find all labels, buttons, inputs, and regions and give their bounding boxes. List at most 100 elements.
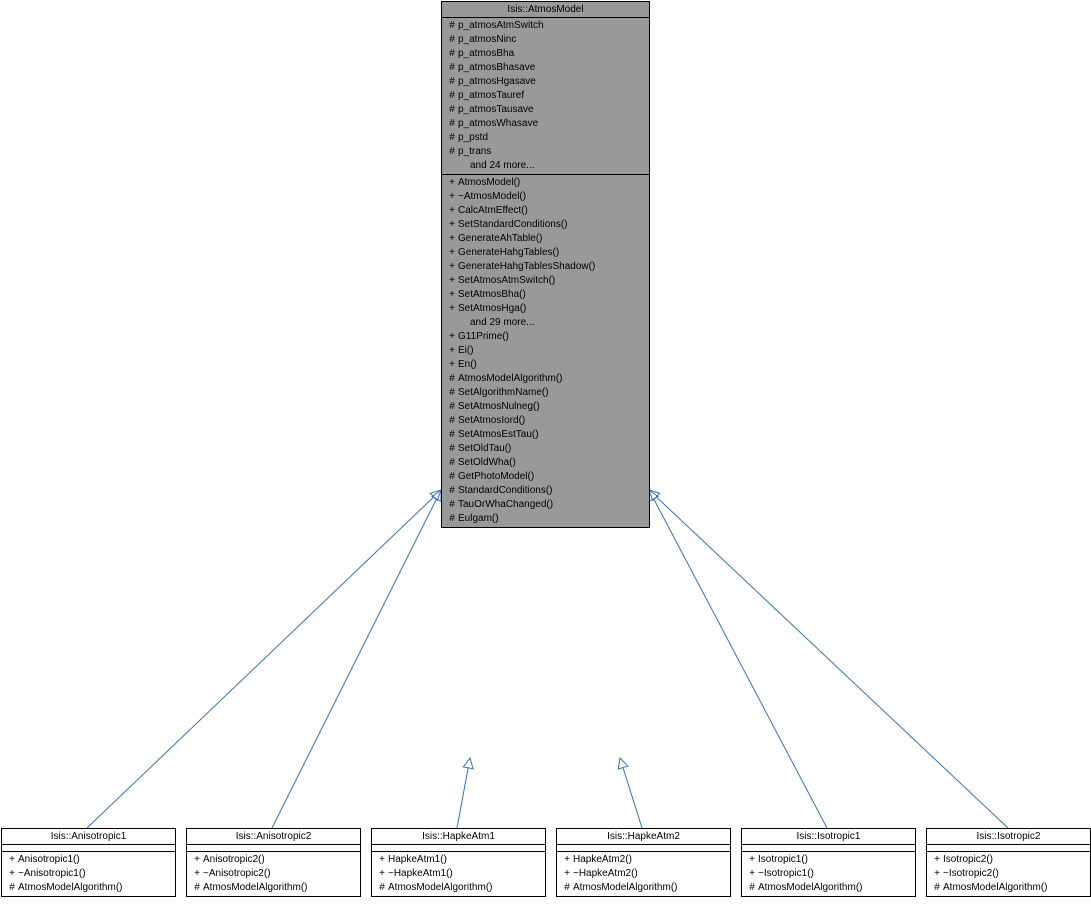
attribute-row: #p_atmosHgasave (442, 75, 649, 89)
visibility-symbol: + (446, 204, 458, 218)
visibility-symbol: + (561, 853, 573, 867)
attribute-row: #p_atmosBhasave (442, 61, 649, 75)
visibility-symbol: + (746, 853, 758, 867)
method-name: AtmosModelAlgorithm() (18, 881, 171, 895)
class-title[interactable]: Isis::HapkeAtm1 (372, 829, 545, 845)
method-name: ~AtmosModel() (458, 190, 645, 204)
method-row: +Isotropic2() (927, 853, 1090, 867)
attribute-name: p_atmosHgasave (458, 75, 645, 89)
method-name: Anisotropic2() (203, 853, 356, 867)
visibility-symbol: + (446, 246, 458, 260)
visibility-symbol: # (446, 442, 458, 456)
visibility-symbol: + (446, 232, 458, 246)
class-box-child: Isis::Anisotropic1+Anisotropic1()+~Aniso… (1, 828, 176, 897)
method-row: +GenerateAhTable() (442, 232, 649, 246)
visibility-symbol: # (446, 470, 458, 484)
attributes-section-empty (187, 845, 360, 852)
visibility-symbol: + (446, 176, 458, 190)
method-name: SetAtmosAtmSwitch() (458, 274, 645, 288)
visibility-symbol: + (446, 302, 458, 316)
method-row: +Anisotropic2() (187, 853, 360, 867)
visibility-symbol: # (446, 19, 458, 33)
visibility-symbol: # (446, 61, 458, 75)
method-row: and 29 more... (442, 316, 649, 330)
class-box-child: Isis::Anisotropic2+Anisotropic2()+~Aniso… (186, 828, 361, 897)
attribute-name: p_atmosTausave (458, 103, 645, 117)
method-row: +GenerateHahgTables() (442, 246, 649, 260)
visibility-symbol: + (376, 867, 388, 881)
attribute-row: #p_atmosWhasave (442, 117, 649, 131)
method-row: #SetOldTau() (442, 442, 649, 456)
inheritance-edge (272, 499, 437, 828)
method-name: AtmosModelAlgorithm() (203, 881, 356, 895)
method-name: SetAtmosEstTau() (458, 428, 645, 442)
class-title[interactable]: Isis::Anisotropic1 (2, 829, 175, 845)
attributes-section-empty (2, 845, 175, 852)
method-name: and 29 more... (458, 316, 645, 330)
method-name: GetPhotoModel() (458, 470, 645, 484)
attributes-section: #p_atmosAtmSwitch#p_atmosNinc#p_atmosBha… (442, 18, 649, 175)
visibility-symbol (446, 159, 458, 173)
method-name: AtmosModelAlgorithm() (458, 372, 645, 386)
visibility-symbol: # (446, 400, 458, 414)
method-row: #AtmosModelAlgorithm() (187, 881, 360, 895)
method-row: +SetAtmosAtmSwitch() (442, 274, 649, 288)
method-row: +~Isotropic1() (742, 867, 915, 881)
method-name: GenerateHahgTablesShadow() (458, 260, 645, 274)
attributes-section-empty (372, 845, 545, 852)
method-row: #StandardConditions() (442, 484, 649, 498)
visibility-symbol: # (191, 881, 203, 895)
visibility-symbol: + (191, 867, 203, 881)
class-title[interactable]: Isis::HapkeAtm2 (557, 829, 730, 845)
method-name: AtmosModelAlgorithm() (943, 881, 1086, 895)
method-name: TauOrWhaChanged() (458, 498, 645, 512)
class-title[interactable]: Isis::Isotropic2 (927, 829, 1090, 845)
visibility-symbol: + (446, 358, 458, 372)
method-name: StandardConditions() (458, 484, 645, 498)
method-row: +~HapkeAtm1() (372, 867, 545, 881)
method-row: #AtmosModelAlgorithm() (557, 881, 730, 895)
attribute-row: #p_pstd (442, 131, 649, 145)
visibility-symbol: # (746, 881, 758, 895)
attribute-name: p_atmosTauref (458, 89, 645, 103)
method-name: SetAtmosHga() (458, 302, 645, 316)
visibility-symbol: # (376, 881, 388, 895)
method-row: +~AtmosModel() (442, 190, 649, 204)
visibility-symbol: # (446, 145, 458, 159)
method-name: SetAtmosNulneg() (458, 400, 645, 414)
visibility-symbol: # (446, 498, 458, 512)
attribute-name: p_atmosAtmSwitch (458, 19, 645, 33)
class-box-atmosmodel: Isis::AtmosModel#p_atmosAtmSwitch#p_atmo… (441, 1, 650, 528)
method-row: +~Anisotropic2() (187, 867, 360, 881)
method-name: ~Anisotropic1() (18, 867, 171, 881)
inheritance-edge (87, 497, 434, 828)
visibility-symbol: + (376, 853, 388, 867)
inheritance-edge (457, 768, 468, 828)
method-row: #SetAtmosEstTau() (442, 428, 649, 442)
methods-section: +Anisotropic1()+~Anisotropic1()#AtmosMod… (2, 852, 175, 896)
class-title[interactable]: Isis::Isotropic1 (742, 829, 915, 845)
visibility-symbol: + (446, 218, 458, 232)
visibility-symbol: + (931, 867, 943, 881)
method-row: #AtmosModelAlgorithm() (742, 881, 915, 895)
visibility-symbol: + (446, 330, 458, 344)
visibility-symbol: # (446, 484, 458, 498)
method-name: AtmosModel() (458, 176, 645, 190)
method-row: #SetAtmosNulneg() (442, 400, 649, 414)
visibility-symbol: # (446, 414, 458, 428)
inheritance-edge (623, 768, 642, 828)
method-row: #AtmosModelAlgorithm() (927, 881, 1090, 895)
attributes-section-empty (927, 845, 1090, 852)
method-name: AtmosModelAlgorithm() (573, 881, 726, 895)
attribute-name: p_atmosBhasave (458, 61, 645, 75)
visibility-symbol: # (446, 386, 458, 400)
class-title[interactable]: Isis::Anisotropic2 (187, 829, 360, 845)
method-name: SetAtmosIord() (458, 414, 645, 428)
method-name: G11Prime() (458, 330, 645, 344)
visibility-symbol: # (446, 512, 458, 526)
visibility-symbol: + (191, 853, 203, 867)
class-title[interactable]: Isis::AtmosModel (442, 2, 649, 18)
method-name: GenerateAhTable() (458, 232, 645, 246)
method-row: +CalcAtmEffect() (442, 204, 649, 218)
inheritance-arrowhead (618, 758, 628, 769)
